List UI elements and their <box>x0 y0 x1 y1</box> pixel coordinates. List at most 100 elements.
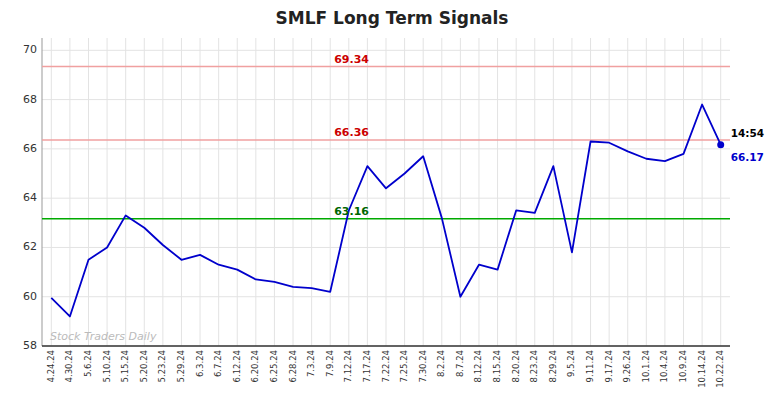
reference-line <box>42 139 730 141</box>
x-tick-label: 8.15.24 <box>492 350 502 382</box>
x-tick-label: 8.20.24 <box>511 350 521 382</box>
chart-title: SMLF Long Term Signals <box>276 8 509 28</box>
x-grid-line <box>516 38 517 346</box>
x-tick-label: 10.9.24 <box>678 350 688 382</box>
price-line <box>51 105 720 317</box>
x-tick-label: 6.28.24 <box>288 350 298 382</box>
watermark: Stock Traders Daily <box>50 330 157 343</box>
plot-data <box>42 67 730 317</box>
x-tick-label: 7.30.24 <box>418 350 428 382</box>
x-grid-line <box>460 38 461 346</box>
x-tick-label: 10.4.24 <box>659 350 669 382</box>
x-grid-line <box>125 38 126 346</box>
x-tick-label: 9.11.24 <box>585 350 595 382</box>
x-grid-line <box>367 38 368 346</box>
chart-container: 58 60 62 64 66 68 70 4.24.24 4.30.24 5.6.24 5.10.2… <box>0 0 784 398</box>
x-tick-label: 5.29.24 <box>176 350 186 382</box>
annotation: 14:54 <box>731 127 764 139</box>
x-grid-line <box>609 38 610 346</box>
x-tick-label: 4.24.24 <box>46 350 56 382</box>
x-grid-line <box>571 38 572 346</box>
x-tick-label: 10.14.24 <box>697 350 707 388</box>
x-tick-label: 7.3.24 <box>306 350 316 377</box>
x-grid-line <box>720 38 721 346</box>
x-tick-label: 7.17.24 <box>362 350 372 382</box>
x-axis-line <box>42 345 730 347</box>
x-grid-line <box>441 38 442 346</box>
axes: 58 60 62 64 66 68 70 4.24.24 4.30.24 5.6.24 5.10.2… <box>23 38 730 388</box>
grid <box>42 38 730 346</box>
reference-label: 66.36 <box>334 126 369 139</box>
x-grid-line <box>181 38 182 346</box>
x-tick-label: 5.6.24 <box>83 350 93 377</box>
x-tick-label: 8.7.24 <box>455 350 465 377</box>
y-tick-label: 58 <box>23 339 37 352</box>
x-grid-line <box>293 38 294 346</box>
x-grid-line <box>423 38 424 346</box>
x-grid-line <box>144 38 145 346</box>
x-grid-line <box>683 38 684 346</box>
x-tick-label: 4.30.24 <box>64 350 74 382</box>
x-grid-line <box>162 38 163 346</box>
x-tick-label: 8.12.24 <box>473 350 483 382</box>
x-tick-label: 5.10.24 <box>102 350 112 382</box>
reference-label: 63.16 <box>334 205 369 218</box>
x-tick-label: 7.12.24 <box>343 350 353 382</box>
y-axis-line <box>42 38 43 346</box>
x-grid-line <box>646 38 647 346</box>
x-grid-line <box>702 38 703 346</box>
x-tick-label: 5.20.24 <box>139 350 149 382</box>
x-tick-label: 8.29.24 <box>548 350 558 382</box>
last-point-marker <box>717 141 724 148</box>
y-tick-label: 70 <box>23 43 37 56</box>
x-tick-label: 6.25.24 <box>269 350 279 382</box>
y-tick-label: 62 <box>23 240 37 253</box>
x-grid-line <box>69 38 70 346</box>
x-grid-line <box>627 38 628 346</box>
x-tick-label: 10.22.24 <box>715 350 725 388</box>
y-tick-label: 64 <box>23 191 37 204</box>
annotation: 66.17 <box>731 151 764 163</box>
x-tick-label: 5.23.24 <box>157 350 167 382</box>
x-grid-line <box>237 38 238 346</box>
chart-svg: 58 60 62 64 66 68 70 4.24.24 4.30.24 5.6.24 5.10.2… <box>0 0 784 398</box>
x-grid-line <box>88 38 89 346</box>
x-tick-label: 6.3.24 <box>195 350 205 377</box>
x-tick-label: 6.12.24 <box>232 350 242 382</box>
x-grid-line <box>200 38 201 346</box>
x-tick-label: 6.20.24 <box>250 350 260 382</box>
y-tick-label: 66 <box>23 142 37 155</box>
x-grid-line <box>478 38 479 346</box>
reference-line <box>42 66 730 68</box>
x-grid-line <box>218 38 219 346</box>
x-tick-label: 7.25.24 <box>399 350 409 382</box>
x-grid-line <box>311 38 312 346</box>
x-grid-line <box>590 38 591 346</box>
x-grid-line <box>348 38 349 346</box>
reference-line <box>42 218 730 220</box>
reference-label: 69.34 <box>334 53 369 66</box>
x-tick-label: 9.5.24 <box>566 350 576 377</box>
x-grid-line <box>274 38 275 346</box>
x-grid-line <box>534 38 535 346</box>
x-tick-label: 9.26.24 <box>622 350 632 382</box>
x-tick-label: 8.2.24 <box>436 350 446 377</box>
y-tick-label: 60 <box>23 290 37 303</box>
y-tick-label: 68 <box>23 93 37 106</box>
x-grid-line <box>664 38 665 346</box>
x-tick-label: 9.17.24 <box>604 350 614 382</box>
x-grid-line <box>107 38 108 346</box>
x-grid-line <box>386 38 387 346</box>
x-tick-label: 7.9.24 <box>325 350 335 377</box>
x-grid-line <box>404 38 405 346</box>
x-grid-line <box>330 38 331 346</box>
x-grid-line <box>497 38 498 346</box>
x-grid-line <box>553 38 554 346</box>
x-grid-line <box>51 38 52 346</box>
x-tick-label: 10.1.24 <box>641 350 651 382</box>
y-grid-line <box>42 346 730 347</box>
x-tick-label: 6.7.24 <box>213 350 223 377</box>
x-tick-label: 8.23.24 <box>529 350 539 382</box>
x-tick-label: 5.15.24 <box>120 350 130 382</box>
x-grid-line <box>255 38 256 346</box>
